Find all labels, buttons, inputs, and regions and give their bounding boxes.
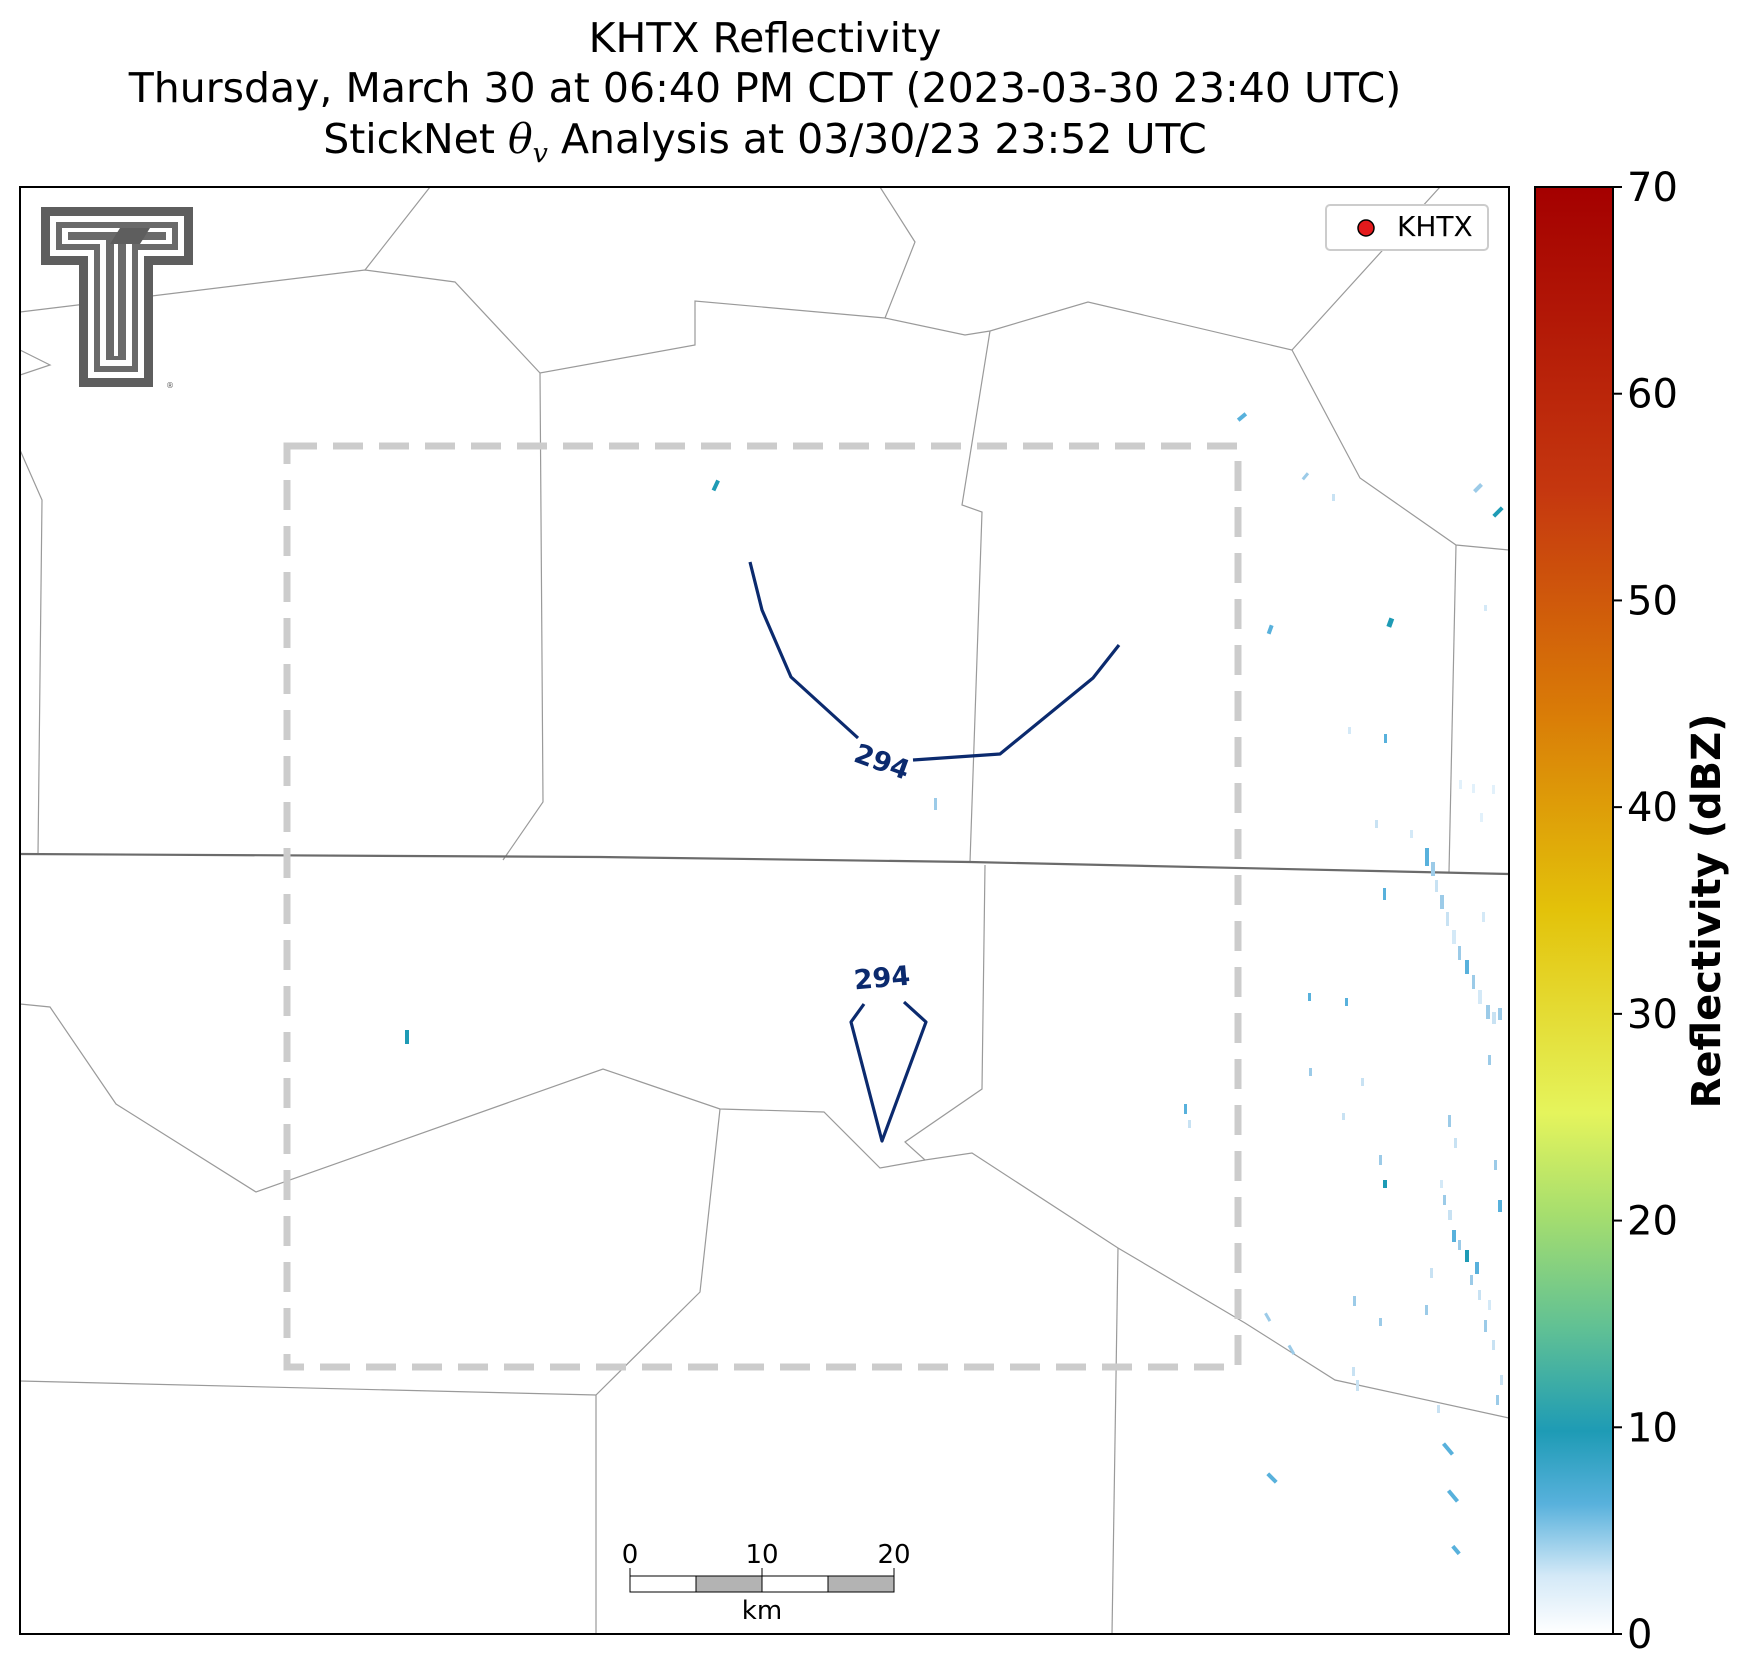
svg-text:®: ® xyxy=(166,381,174,390)
legend-label: KHTX xyxy=(1397,210,1473,243)
colorbar: 0 10 20 30 40 50 60 70 Reflectivity (dBZ) xyxy=(1534,165,1730,1658)
title-datetime: Thursday, March 30 at 06:40 PM CDT (2023… xyxy=(128,64,1402,112)
theta-v-contours xyxy=(748,561,1121,1143)
legend: KHTX xyxy=(1325,204,1489,251)
colorbar-tick-label: 50 xyxy=(1627,578,1678,624)
radar-marker-icon xyxy=(1357,219,1375,237)
colorbar-tick-label: 40 xyxy=(1627,785,1678,831)
texas-tech-logo: ® xyxy=(41,207,193,390)
colorbar-label: Reflectivity (dBZ) xyxy=(1684,714,1730,1109)
title-analysis: StickNet θv Analysis at 03/30/23 23:52 U… xyxy=(0,115,1530,178)
colorbar-tick-label: 20 xyxy=(1627,1199,1678,1245)
colorbar-tick-label: 30 xyxy=(1627,992,1678,1038)
colorbar-tick-label: 10 xyxy=(1627,1405,1678,1451)
scale-tick-0: 0 xyxy=(622,1540,639,1570)
state-border xyxy=(20,852,1509,876)
theta-symbol: θv xyxy=(507,115,548,170)
county-boundaries xyxy=(20,187,1509,1634)
title-radar: KHTX Reflectivity xyxy=(588,14,942,62)
reflectivity-returns xyxy=(405,412,1504,1556)
colorbar-tick-label: 0 xyxy=(1627,1612,1652,1658)
contour-north xyxy=(748,561,860,740)
scale-tick-10: 10 xyxy=(745,1540,778,1570)
scale-tick-20: 20 xyxy=(877,1540,910,1570)
scale-unit: km xyxy=(742,1596,782,1626)
colorbar-tick-label: 60 xyxy=(1627,372,1678,418)
contour-north-east xyxy=(912,644,1121,762)
title-analysis-prefix: StickNet xyxy=(323,115,508,163)
map-frame xyxy=(19,186,1510,1635)
scale-bar: 0 10 20 km xyxy=(622,1540,911,1626)
contour-south-east xyxy=(849,1000,928,1143)
contour-label-south: 294 xyxy=(853,961,912,997)
map-panel[interactable]: 294 294 ® KHTX 0 xyxy=(20,187,1509,1634)
analysis-domain-box xyxy=(283,442,1242,1371)
title-analysis-suffix: Analysis at 03/30/23 23:52 UTC xyxy=(547,115,1207,163)
colorbar-ticks: 0 10 20 30 40 50 60 70 xyxy=(1613,165,1678,1658)
colorbar-tick-label: 70 xyxy=(1627,165,1678,211)
